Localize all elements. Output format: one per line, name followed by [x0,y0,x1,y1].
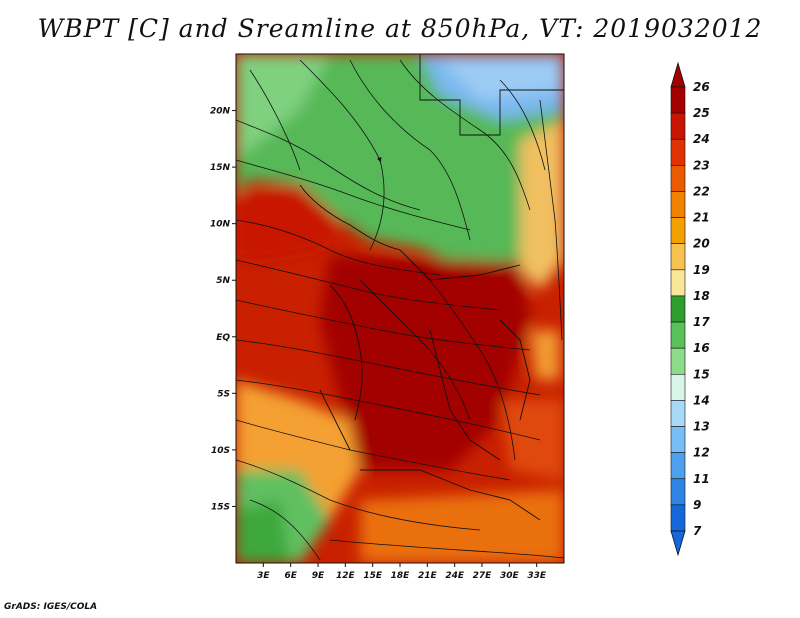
lon-label: 9E [312,571,325,581]
colorbar: 26 25 24 23 22 21 20 19 18 17 16 15 14 13 12 11 9 7 [670,61,710,557]
grads-credit: GrADS: IGES/COLA [4,602,98,612]
colorbar-label: 14 [693,393,710,407]
colorbar-label: 13 [693,420,710,434]
colorbar-segment [670,452,686,480]
colorbar-label: 17 [693,315,710,329]
lat-label: 5S [217,389,230,399]
country-borders [299,54,564,521]
lat-label: 10N [210,220,231,230]
lat-label: 5N [216,276,230,286]
colorbar-segment [670,217,686,245]
colorbar-segment [670,373,686,401]
colorbar-label: 18 [693,289,710,303]
colorbar-segment [670,86,686,114]
colorbar-label: 21 [693,211,710,225]
lon-label: 33E [527,571,547,581]
colorbar-label: 11 [693,472,710,486]
colorbar-segment [670,165,686,192]
lon-label: 15E [363,571,383,581]
colorbar-label: 24 [693,132,710,146]
colorbar-segment [670,347,686,375]
longitude-axis: 3E 6E 9E 12E 15E 18E 21E 24E 27E 30E 33E [257,563,547,581]
lon-label: 21E [418,571,438,581]
lon-label: 24E [445,571,465,581]
colorbar-bottom-arrow [670,530,686,557]
colorbar-label: 20 [693,237,710,251]
lon-label: 18E [391,571,411,581]
colorbar-label: 12 [693,446,710,460]
colorbar-label: 7 [693,524,702,538]
colorbar-label: 16 [693,341,710,355]
colorbar-segment [670,321,686,349]
map-title: WBPT [C] and Sreamline at 850hPa, VT: 20… [37,14,763,43]
colorbar-segment [670,191,686,218]
colorbar-segment [670,478,686,506]
colorbar-label: 9 [693,498,701,512]
lon-label: 27E [473,571,493,581]
lat-label: 15S [211,502,230,512]
lat-label: 20N [210,107,231,117]
colorbar-segment [670,138,686,166]
lon-label: 6E [284,571,297,581]
colorbar-label: 23 [693,158,710,172]
colorbar-label: 25 [693,106,710,120]
colorbar-segment [670,504,686,532]
latitude-axis: 20N 15N 10N 5N EQ 5S 10S 15S [210,107,236,512]
lat-label: 15N [210,163,231,173]
colorbar-segment [670,426,686,453]
lat-label: 10S [211,446,230,456]
colorbar-label: 26 [693,80,710,94]
colorbar-label: 15 [693,367,710,381]
colorbar-segment [670,400,686,427]
temperature-field [236,54,564,563]
colorbar-segment [670,295,686,323]
colorbar-label: 19 [693,263,710,277]
lat-label: EQ [216,333,230,343]
colorbar-top-arrow [670,61,686,88]
colorbar-label: 22 [693,184,710,198]
lon-label: 30E [500,571,520,581]
streamlines [236,59,564,561]
colorbar-segment [670,269,686,297]
lon-label: 12E [336,571,356,581]
colorbar-segment [670,112,686,140]
colorbar-segment [670,243,686,271]
lon-label: 3E [257,571,270,581]
